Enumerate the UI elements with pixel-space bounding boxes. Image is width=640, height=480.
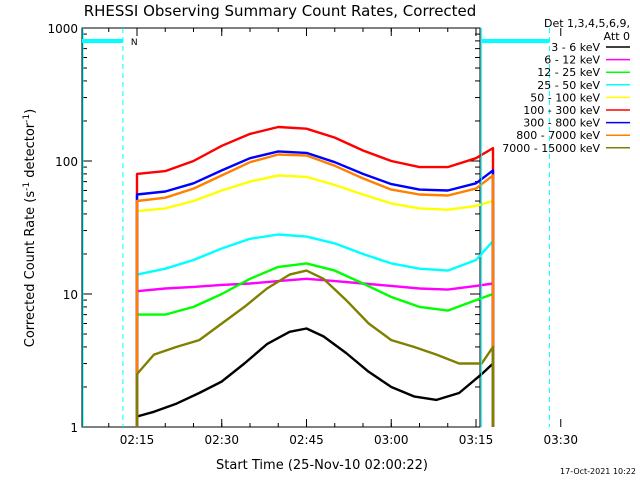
y-axis-label-sup-2: -1: [22, 114, 32, 123]
x-tick-label-2: 02:45: [289, 433, 324, 447]
legend-label-5: 100 - 300 keV: [523, 104, 600, 117]
plot-area: [81, 27, 481, 428]
flag-label: N: [131, 38, 138, 48]
x-tick-label-4: 03:15: [459, 433, 494, 447]
legend-label-4: 50 - 100 keV: [530, 91, 600, 104]
legend-label-6: 300 - 800 keV: [523, 117, 600, 130]
x-tick-label-1: 02:30: [204, 433, 239, 447]
series-line-0: [135, 327, 495, 427]
generation-timestamp: 17-Oct-2021 10:22: [560, 467, 636, 476]
y-axis-label: Corrected Count Rate (s-1 detector-1): [22, 109, 38, 347]
legend-label-8: 7000 - 15000 keV: [502, 142, 600, 155]
series-line-3: [135, 233, 495, 427]
y-axis-label-close: ): [23, 109, 38, 114]
legend-label-1: 6 - 12 keV: [544, 54, 600, 67]
legend-label-2: 12 - 25 keV: [537, 66, 600, 79]
x-tick-label-0: 02:15: [120, 433, 155, 447]
series-line-4: [135, 174, 495, 427]
attenuator-flags: N: [82, 28, 550, 427]
series-line-2: [135, 262, 495, 427]
x-axis-label: Start Time (25-Nov-10 02:00:22): [216, 458, 428, 473]
series-layer: [135, 125, 495, 427]
y-axis-label-detector: detector: [23, 122, 38, 182]
series-line-1: [135, 277, 495, 427]
chart-title: RHESSI Observing Summary Count Rates, Co…: [84, 2, 477, 20]
legend-label-0: 3 - 6 keV: [551, 41, 600, 54]
y-tick-label-1: 10: [63, 288, 78, 302]
y-tick-label-2: 100: [55, 155, 78, 169]
x-tick-label-3: 03:00: [374, 433, 409, 447]
legend-header-line-2: Att 0: [604, 30, 630, 43]
y-tick-label-3: 1000: [47, 22, 78, 36]
series-line-7: [135, 153, 495, 427]
plot-frame: [81, 27, 481, 428]
legend-label-3: 25 - 50 keV: [537, 79, 600, 92]
y-tick-label-0: 1: [70, 421, 78, 435]
y-axis-label-text: Corrected Count Rate (s: [23, 191, 38, 348]
series-line-8: [135, 269, 495, 427]
legend-header-line-1: Det 1,3,4,5,6,9,: [544, 17, 630, 30]
axes: 02:15 02:30 02:45 03:00 03:15 03:30 1 10 100 1000: [47, 22, 578, 447]
x-tick-label-5: 03:30: [543, 433, 578, 447]
series-line-6: [135, 150, 495, 427]
series-line-5: [135, 125, 495, 427]
y-axis-label-sup-1: -1: [22, 182, 32, 191]
legend-label-7: 800 - 7000 keV: [516, 129, 600, 142]
